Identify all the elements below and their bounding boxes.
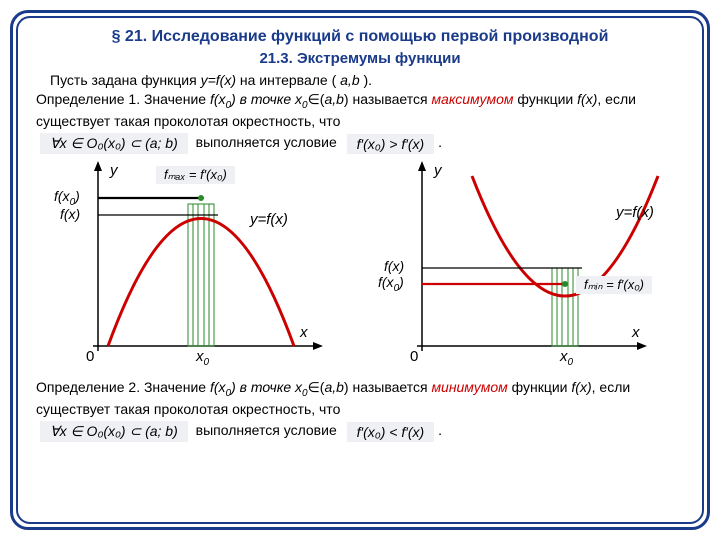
- def2-label: Определение 2. Значение: [36, 379, 210, 395]
- def1-fx0: f(x: [210, 91, 226, 107]
- cond-row-2: ∀x ∈ O₀(x₀) ⊂ (a; b) выполняется условие…: [36, 421, 684, 442]
- x0-label-right: x0: [560, 348, 573, 368]
- def1-fx: f(x): [577, 91, 597, 107]
- curve-label-right: y=f(x): [616, 204, 654, 221]
- intro-yfx: y=f(x): [201, 72, 236, 88]
- def2-fx0: f(x: [210, 379, 226, 395]
- fx0-label-left: f(x0): [54, 188, 80, 208]
- left-graph: y x 0 x0 y=f(x) f(x0) f(x) fₘₐₓ = f′(x₀): [48, 156, 348, 374]
- def1-max: максимумом: [431, 91, 513, 107]
- intro-on: на интервале (: [240, 72, 336, 88]
- main-title: § 21. Исследование функций с помощью пер…: [36, 28, 684, 46]
- cond-row-1: ∀x ∈ O₀(x₀) ⊂ (a; b) выполняется условие…: [36, 133, 684, 154]
- def2-in: ∈(: [308, 379, 325, 395]
- def1-in: ∈(: [308, 91, 325, 107]
- y-axis-label-left: y: [110, 162, 118, 179]
- fx0-pre: f(x: [54, 188, 70, 204]
- intro-line: Пусть задана функция y=f(x) на интервале…: [50, 71, 684, 90]
- def2-called: ) называется: [344, 379, 432, 395]
- fx0-label-right: f(x0): [378, 274, 404, 294]
- fx-label-right: f(x): [384, 258, 404, 274]
- fx0-pre-r: f(x: [378, 274, 394, 290]
- graphs-row: y x 0 x0 y=f(x) f(x0) f(x) fₘₐₓ = f′(x₀): [36, 156, 684, 374]
- def2-min: минимумом: [431, 379, 507, 395]
- fx0-close: ): [75, 188, 80, 204]
- y-axis-label-right: y: [434, 162, 442, 179]
- def1-called: ) называется: [344, 91, 432, 107]
- intro-end: ).: [364, 72, 373, 88]
- x0-x-r: x: [560, 348, 568, 365]
- fmax-formula: fₘₐₓ = f′(x₀): [156, 166, 235, 184]
- neighborhood-formula: ∀x ∈ O₀(x₀) ⊂ (a; b): [40, 133, 188, 154]
- neighborhood-formula-2: ∀x ∈ O₀(x₀) ⊂ (a; b): [40, 421, 188, 442]
- def1-ab: a,b: [324, 91, 343, 107]
- def2-fx: f(x): [571, 379, 591, 395]
- def1-label: Определение 1. Значение: [36, 91, 210, 107]
- page-frame: § 21. Исследование функций с помощью пер…: [16, 16, 704, 524]
- def1-paren: ) в точке x: [231, 91, 302, 107]
- max-cond-formula: f′(x₀) > f′(x): [347, 134, 435, 154]
- def2: Определение 2. Значение f(x0) в точке x0…: [36, 378, 684, 419]
- subtitle: 21.3. Экстремумы функции: [36, 50, 684, 67]
- right-graph: y x 0 x0 y=f(x) f(x) f(x0) fₘᵢₙ = f′(x₀): [372, 156, 672, 374]
- curve-label-left: y=f(x): [250, 211, 288, 228]
- fx-label-left: f(x): [60, 206, 80, 222]
- x-axis-label-right: x: [632, 324, 640, 341]
- fmin-formula: fₘᵢₙ = f′(x₀): [576, 276, 652, 294]
- def1-func: функции: [517, 91, 577, 107]
- origin-label-left: 0: [86, 348, 94, 365]
- def2-func: функции: [512, 379, 572, 395]
- cond-text-2: выполняется условие: [196, 422, 337, 438]
- origin-label-right: 0: [410, 348, 418, 365]
- def2-ab: a,b: [324, 379, 343, 395]
- intro-text: Пусть задана функция: [50, 72, 201, 88]
- min-cond-formula: f′(x₀) < f′(x): [347, 422, 435, 442]
- x-axis-label-left: x: [300, 324, 308, 341]
- intro-ab: a,b: [340, 72, 359, 88]
- def2-paren: ) в точке x: [231, 379, 302, 395]
- def1: Определение 1. Значение f(x0) в точке x0…: [36, 90, 684, 131]
- x0-x: x: [196, 348, 204, 365]
- x0-label-left: x0: [196, 348, 209, 368]
- x0-sub-r: 0: [568, 357, 574, 368]
- x0-sub: 0: [204, 357, 210, 368]
- fx0-close-r: ): [399, 274, 404, 290]
- cond-text-1: выполняется условие: [196, 134, 337, 150]
